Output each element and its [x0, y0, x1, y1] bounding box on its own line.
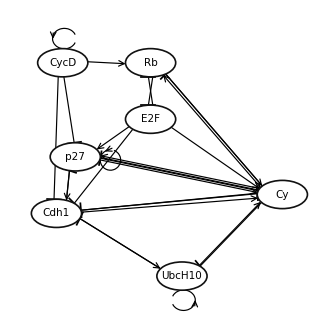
Text: Rb: Rb: [144, 58, 157, 68]
Text: p27: p27: [65, 152, 85, 162]
Text: Cy: Cy: [276, 189, 289, 199]
Ellipse shape: [31, 199, 82, 228]
Ellipse shape: [125, 105, 176, 133]
Text: Cdh1: Cdh1: [43, 208, 70, 218]
Ellipse shape: [157, 262, 207, 290]
Text: E2F: E2F: [141, 114, 160, 124]
Text: UbcH10: UbcH10: [162, 271, 202, 281]
Ellipse shape: [125, 49, 176, 77]
Ellipse shape: [257, 180, 308, 209]
Ellipse shape: [50, 143, 100, 171]
Text: CycD: CycD: [49, 58, 76, 68]
Ellipse shape: [38, 49, 88, 77]
